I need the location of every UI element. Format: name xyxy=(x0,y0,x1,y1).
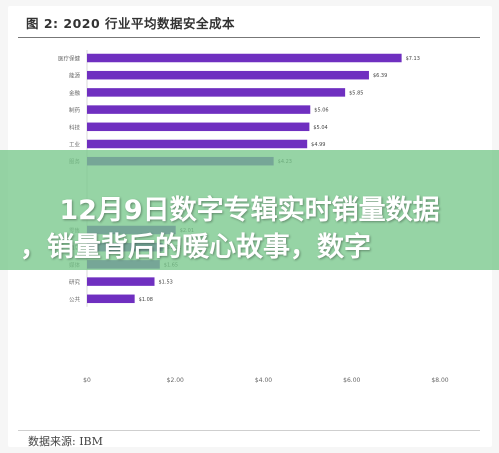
source-divider xyxy=(18,430,480,431)
bar xyxy=(87,53,402,63)
bar xyxy=(87,88,346,97)
source-note: 数据来源: IBM xyxy=(28,435,103,448)
data-label: $5.06 xyxy=(314,108,328,114)
data-label: $4.99 xyxy=(311,142,325,148)
data-label: $7.13 xyxy=(406,56,420,62)
x-tick-label: $8.00 xyxy=(431,377,448,384)
title-divider xyxy=(18,37,480,38)
category-label: 制药 xyxy=(69,106,81,114)
data-label: $5.85 xyxy=(349,90,363,96)
category-label: 医疗保健 xyxy=(58,55,81,63)
bar xyxy=(87,277,155,286)
bar xyxy=(87,294,135,304)
headline-line-1: 12月9日数字专辑实时销量数据 xyxy=(59,195,440,226)
bar xyxy=(87,105,311,114)
chart-title: 图 2: 2020 行业平均数据安全成本 xyxy=(26,16,236,31)
category-label: 研究 xyxy=(69,278,81,286)
bar xyxy=(87,122,310,132)
headline-overlay-band xyxy=(0,150,499,270)
data-label: $5.04 xyxy=(313,125,327,131)
data-label: $1.53 xyxy=(159,280,173,286)
x-tick-label: $4.00 xyxy=(255,377,272,384)
bar xyxy=(87,70,369,80)
category-label: 科技 xyxy=(69,123,81,131)
category-label: 公共 xyxy=(69,295,81,303)
x-tick-label: $6.00 xyxy=(343,377,360,384)
headline-line-2: ，销量背后的暖心故事，数字 xyxy=(20,232,371,263)
data-label: $1.08 xyxy=(139,297,153,303)
data-label: $6.39 xyxy=(373,73,387,79)
category-label: 金融 xyxy=(69,89,81,97)
bar xyxy=(87,139,308,149)
x-tick-label: $2.00 xyxy=(167,377,184,384)
x-tick-label: $0 xyxy=(83,377,91,384)
category-label: 能源 xyxy=(69,72,81,80)
category-label: 工业 xyxy=(69,141,81,149)
